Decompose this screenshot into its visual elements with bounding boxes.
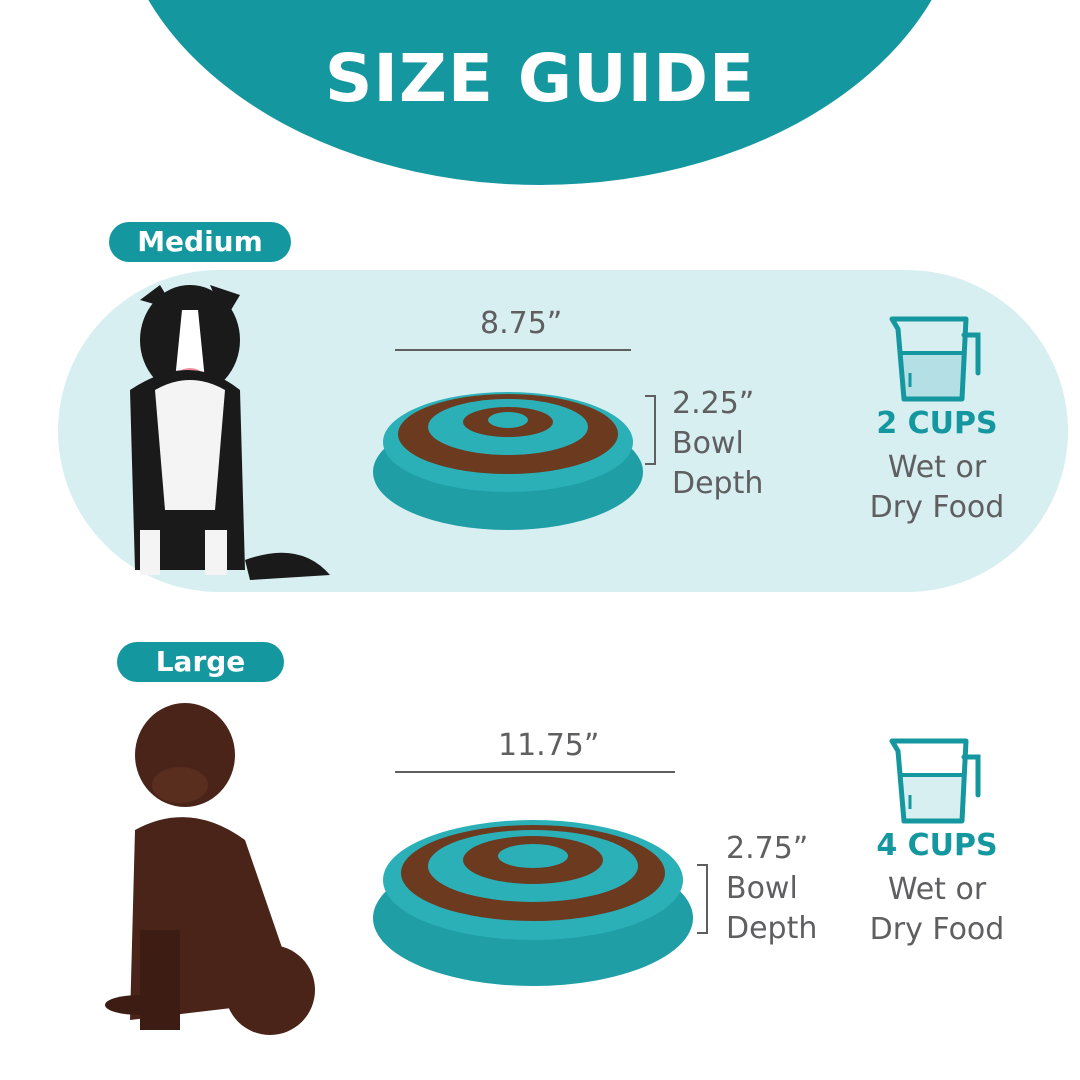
- medium-capacity: 2 CUPS: [876, 406, 998, 441]
- medium-depth-label-1: Bowl: [672, 426, 744, 461]
- medium-width: 8.75”: [480, 306, 563, 341]
- border-collie-image: [130, 285, 330, 580]
- large-food-line-2: Dry Food: [869, 912, 1005, 947]
- size-badge-large: Large: [117, 642, 284, 682]
- measuring-cup-icon: [889, 316, 981, 402]
- size-badge-medium: Medium: [109, 222, 291, 262]
- large-width: 11.75”: [498, 728, 600, 763]
- medium-width-line: [395, 349, 631, 351]
- page-title: SIZE GUIDE: [324, 40, 756, 117]
- medium-depth-bracket: [645, 395, 656, 465]
- medium-bowl-image: [373, 392, 643, 530]
- large-food-type: Wet or Dry Food: [847, 870, 1027, 950]
- medium-food-line-2: Dry Food: [869, 490, 1005, 525]
- large-capacity: 4 CUPS: [876, 828, 998, 863]
- large-depth-label-1: Bowl: [726, 871, 798, 906]
- medium-depth: 2.25” Bowl Depth: [672, 384, 763, 504]
- large-width-line: [395, 771, 675, 773]
- chocolate-labrador-image: [105, 703, 315, 1035]
- medium-food-type: Wet or Dry Food: [847, 448, 1027, 528]
- large-depth-label-2: Depth: [726, 911, 818, 946]
- medium-depth-value: 2.25”: [672, 386, 755, 421]
- measuring-cup-icon: [889, 738, 981, 824]
- large-depth: 2.75” Bowl Depth: [726, 829, 817, 949]
- medium-food-line-1: Wet or: [887, 450, 987, 485]
- large-depth-bracket: [697, 864, 708, 934]
- large-depth-value: 2.75”: [726, 831, 809, 866]
- large-food-line-1: Wet or: [887, 872, 987, 907]
- large-bowl-image: [373, 820, 693, 986]
- medium-depth-label-2: Depth: [672, 466, 764, 501]
